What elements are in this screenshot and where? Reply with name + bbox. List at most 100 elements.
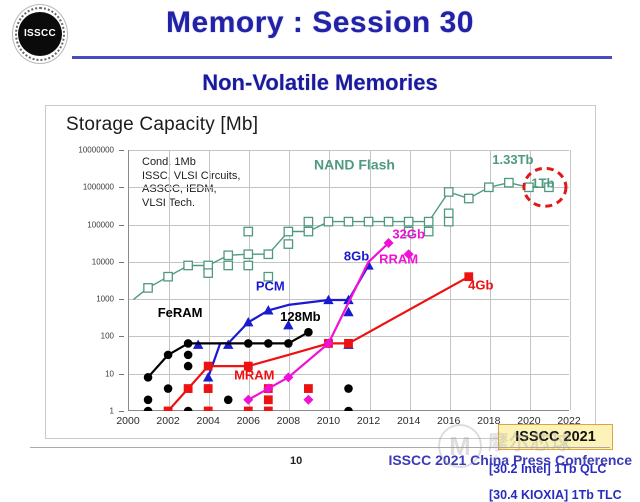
x-tick-label: 2010: [316, 415, 341, 427]
data-point: [343, 306, 354, 317]
y-tick-label: 1: [109, 406, 114, 416]
data-point: [223, 395, 233, 405]
data-point: [323, 338, 334, 349]
x-tick-label: 2014: [396, 415, 421, 427]
x-gridline: [289, 150, 291, 410]
data-point: [243, 406, 253, 411]
data-point: [504, 177, 514, 188]
chart-title: Storage Capacity [Mb]: [66, 114, 259, 135]
data-point: [263, 383, 274, 394]
y-gridline: [129, 150, 569, 151]
x-tick-label: 2002: [156, 415, 180, 427]
data-point: [183, 406, 193, 411]
data-point: [283, 239, 294, 249]
data-point: [203, 268, 214, 278]
annotation-4gb: 4Gb: [468, 278, 493, 293]
x-gridline: [249, 150, 251, 410]
data-point: [163, 350, 173, 360]
annotation-rram: RRAM: [379, 252, 418, 267]
condition-note-line-2: ASSCC, IEDM,: [142, 183, 217, 195]
data-point: [343, 216, 354, 227]
data-point: [143, 406, 153, 411]
y-tick-mark: [119, 261, 124, 263]
series-nand-flash: [133, 177, 554, 300]
logo-label: ISSCC: [23, 28, 57, 39]
isscc-logo: ISSCC: [8, 4, 72, 64]
y-axis-labels: 1 10 100 1000 10000 100000 1000000 10000000: [46, 146, 124, 416]
x-tick-label: 2006: [236, 415, 260, 427]
data-point: [183, 260, 193, 271]
slide-subtitle: Non-Volatile Memories: [202, 70, 438, 95]
y-tick-label: 1000000: [82, 182, 114, 192]
annotation-1tb: 1Tb: [531, 175, 554, 190]
data-point: [483, 182, 494, 193]
x-gridline: [209, 150, 211, 410]
chart-panel: Storage Capacity [Mb] Cond. 1Mb ISSC, VLS…: [45, 105, 622, 502]
data-point: [203, 384, 213, 393]
isscc-note-intel: [30.2 Intel] 1Tb QLC: [489, 462, 607, 476]
annotation-feram: FeRAM: [158, 305, 203, 320]
data-point: [264, 339, 273, 348]
isscc-2021-badge: ISSCC 2021: [498, 424, 613, 450]
data-point: [423, 216, 434, 227]
data-point: [303, 226, 314, 237]
data-point: [304, 384, 313, 393]
annotation-128mb: 128Mb: [280, 309, 321, 324]
annotation-mram: MRAM: [234, 367, 274, 382]
x-gridline: [329, 150, 331, 410]
x-axis-labels: 2000 2002 2004 2006 2008 2010 2012 2014 2016 2018…: [116, 411, 580, 431]
data-point: [243, 361, 253, 371]
watermark-english-text: M o o r e . l i v e: [490, 454, 602, 464]
condition-note: Cond. 1Mb ISSC, VLSI Circuits, ASSCC, IEDM…: [142, 156, 240, 210]
y-tick-mark: [119, 299, 124, 301]
x-tick-label: 2008: [276, 415, 301, 427]
data-point: [223, 250, 234, 261]
x-tick-label: 2004: [196, 415, 220, 427]
highlight-circle: [522, 166, 568, 208]
data-point: [423, 226, 434, 237]
x-gridline: [449, 150, 451, 410]
y-tick-label: 10000000: [78, 145, 114, 155]
y-tick-label: 100: [100, 331, 114, 341]
data-point: [403, 216, 414, 227]
data-point: [263, 305, 274, 315]
watermark: M 摩尔芯球 M o o r e . l i v e: [438, 418, 638, 476]
data-point: [344, 384, 353, 393]
y-tick-mark: [119, 411, 124, 412]
data-point: [463, 193, 474, 204]
data-point: [202, 372, 214, 382]
x-gridline: [369, 150, 371, 410]
x-tick-label: 2000: [116, 415, 140, 427]
annotation-nand-flash: NAND Flash: [314, 156, 395, 172]
data-point: [203, 406, 213, 411]
y-gridline: [129, 261, 569, 263]
data-point: [323, 294, 334, 305]
y-tick-mark: [119, 224, 124, 226]
data-point: [283, 320, 294, 330]
annotation-1-33tb: 1.33Tb: [492, 152, 533, 167]
data-point: [183, 350, 193, 360]
data-point: [243, 317, 254, 327]
data-point: [143, 373, 153, 382]
x-tick-label: 2012: [356, 415, 381, 427]
data-point: [143, 283, 153, 293]
x-gridline: [409, 150, 411, 410]
x-tick-label: 2018: [477, 415, 501, 427]
data-point: [323, 216, 334, 227]
logo-inner-disc: [18, 12, 62, 56]
data-point: [403, 226, 414, 237]
y-gridline: [129, 373, 569, 375]
data-point: [163, 271, 173, 282]
data-point: [383, 216, 394, 227]
data-point: [183, 384, 193, 393]
data-point: [283, 226, 294, 237]
data-point: [243, 394, 254, 405]
condition-note-line-3: VLSI Tech.: [142, 196, 195, 209]
logo-dotted-ring: [15, 7, 65, 61]
data-point: [183, 339, 193, 348]
series-rram: [243, 238, 414, 405]
y-tick-label: 1000: [96, 294, 114, 304]
y-tick-mark: [119, 187, 124, 189]
condition-note-line-0: Cond. 1Mb: [142, 156, 196, 168]
data-point: [443, 216, 454, 227]
